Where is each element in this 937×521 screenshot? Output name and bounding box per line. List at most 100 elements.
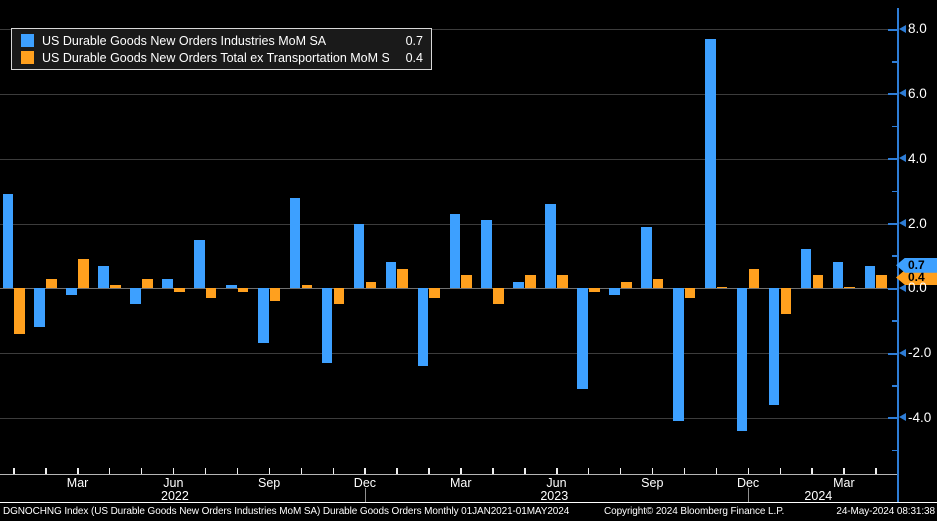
y-axis-tick-arrow-icon [899,24,906,33]
legend-item-ex-transportation[interactable]: US Durable Goods New Orders Total ex Tra… [21,49,423,66]
x-axis-tick [77,467,79,474]
x-axis-tick [236,467,239,474]
x-axis-tick [396,467,398,474]
y-axis-minor-tick [892,385,897,387]
bar-ex-transportation-Jul-2023 [589,288,600,292]
bar-ex-transportation-Mar-2022 [78,259,89,289]
x-axis-year-label: 2022 [161,488,189,503]
bar-industries-Oct-2023 [673,288,684,422]
y-axis-major-tick [888,93,897,96]
y-axis-major-tick [888,417,897,420]
x-axis-month-label: Dec [736,475,760,490]
y-axis-minor-tick [892,190,897,193]
bar-ex-transportation-Jun-2022 [173,288,185,292]
legend-item-industries[interactable]: US Durable Goods New Orders Industries M… [21,32,423,49]
bar-industries-Mar-2024 [832,262,844,289]
legend-value-industries: 0.7 [405,33,423,48]
chart-legend: US Durable Goods New Orders Industries M… [11,28,432,70]
bar-ex-transportation-Feb-2024 [812,275,824,289]
x-axis-tick [172,467,175,474]
bar-industries-Apr-2024 [864,265,876,289]
footer-bar: DGNOCHNG Index (US Durable Goods New Ord… [0,503,937,521]
y-axis-minor-tick [892,320,897,322]
x-axis-month-label: Dec [353,475,377,490]
x-axis-tick [811,467,813,474]
bar-ex-transportation-Aug-2022 [237,288,249,292]
bar-industries-May-2023 [513,281,524,289]
bar-ex-transportation-Sep-2022 [269,288,281,302]
x-axis-tick [140,467,143,474]
bar-industries-Jan-2022 [2,194,14,289]
y-axis-major-tick [888,158,897,161]
copyright-notice: Copyright© 2024 Bloomberg Finance L.P. [604,506,785,517]
x-axis-tick [332,467,334,474]
bar-ex-transportation-Feb-2023 [429,288,440,299]
bar-ex-transportation-Oct-2022 [301,285,313,289]
x-axis-tick [843,467,845,474]
bar-industries-Jun-2022 [162,278,173,289]
bar-industries-Oct-2022 [289,197,301,289]
bar-industries-Apr-2023 [481,220,493,289]
legend-label-industries: US Durable Goods New Orders Industries M… [42,33,327,48]
x-axis-line [0,473,897,475]
axis-badge-industries: 0.7 [896,257,937,273]
y-axis-label: 6.0 [908,85,927,101]
x-axis-year-label: 2024 [804,488,833,503]
y-axis-label: 0.0 [908,280,927,296]
x-axis-tick [268,467,271,474]
x-axis-tick [524,467,526,474]
y-axis-line [897,8,899,503]
footer-separator [0,502,937,503]
gridline [0,353,897,355]
x-axis-tick [683,467,686,474]
bar-industries-Mar-2022 [66,288,77,295]
bar-ex-transportation-Apr-2023 [493,288,504,305]
bar-industries-Nov-2023 [704,38,716,289]
x-axis-tick [204,467,207,474]
x-axis-tick [747,467,750,474]
bar-ex-transportation-Aug-2023 [620,281,632,289]
y-axis-major-tick [888,223,897,225]
x-axis-tick [619,467,622,474]
legend-label-ex-transportation: US Durable Goods New Orders Total ex Tra… [42,50,389,65]
bar-ex-transportation-Nov-2023 [716,286,728,289]
gridline [0,417,897,419]
bar-ex-transportation-Mar-2024 [844,286,856,289]
zero-gridline [0,288,897,290]
bar-industries-Sep-2022 [257,288,269,344]
bar-industries-Nov-2022 [321,288,333,363]
y-axis-label: 4.0 [908,150,927,166]
y-axis-tick-arrow-icon [899,154,906,163]
x-axis-tick [460,467,462,474]
bar-ex-transportation-Jan-2023 [397,268,409,289]
bar-industries-Jul-2023 [577,288,588,389]
bar-ex-transportation-Nov-2022 [333,288,345,305]
bar-industries-Jan-2024 [768,288,780,405]
y-axis-tick-arrow-icon [899,413,906,422]
x-axis-tick [300,467,303,474]
y-axis-minor-tick [892,61,897,63]
bar-industries-Jun-2023 [545,204,556,289]
y-axis-minor-tick [892,449,897,452]
gridline [0,29,897,31]
bar-industries-Sep-2023 [641,226,652,289]
bar-industries-Dec-2023 [736,288,748,431]
bar-ex-transportation-May-2023 [525,275,536,289]
gridline [0,93,897,95]
bar-industries-Jul-2022 [194,239,205,289]
bar-industries-Aug-2023 [609,288,620,295]
gridline [0,223,897,225]
y-axis-label: 8.0 [908,21,927,37]
x-axis-tick [779,467,782,474]
x-axis-month-label: Jun [546,475,567,490]
axis-badge-ex-transportation: 0.4 [896,270,937,285]
x-axis-year-label: 2023 [540,488,569,503]
bar-industries-Mar-2023 [449,213,461,289]
x-axis-tick [875,467,877,474]
x-axis-tick [651,467,654,474]
chart-description: DGNOCHNG Index (US Durable Goods New Ord… [3,506,570,517]
year-divider-line [364,488,366,502]
x-axis-tick [492,467,494,474]
bar-ex-transportation-Oct-2023 [684,288,696,299]
